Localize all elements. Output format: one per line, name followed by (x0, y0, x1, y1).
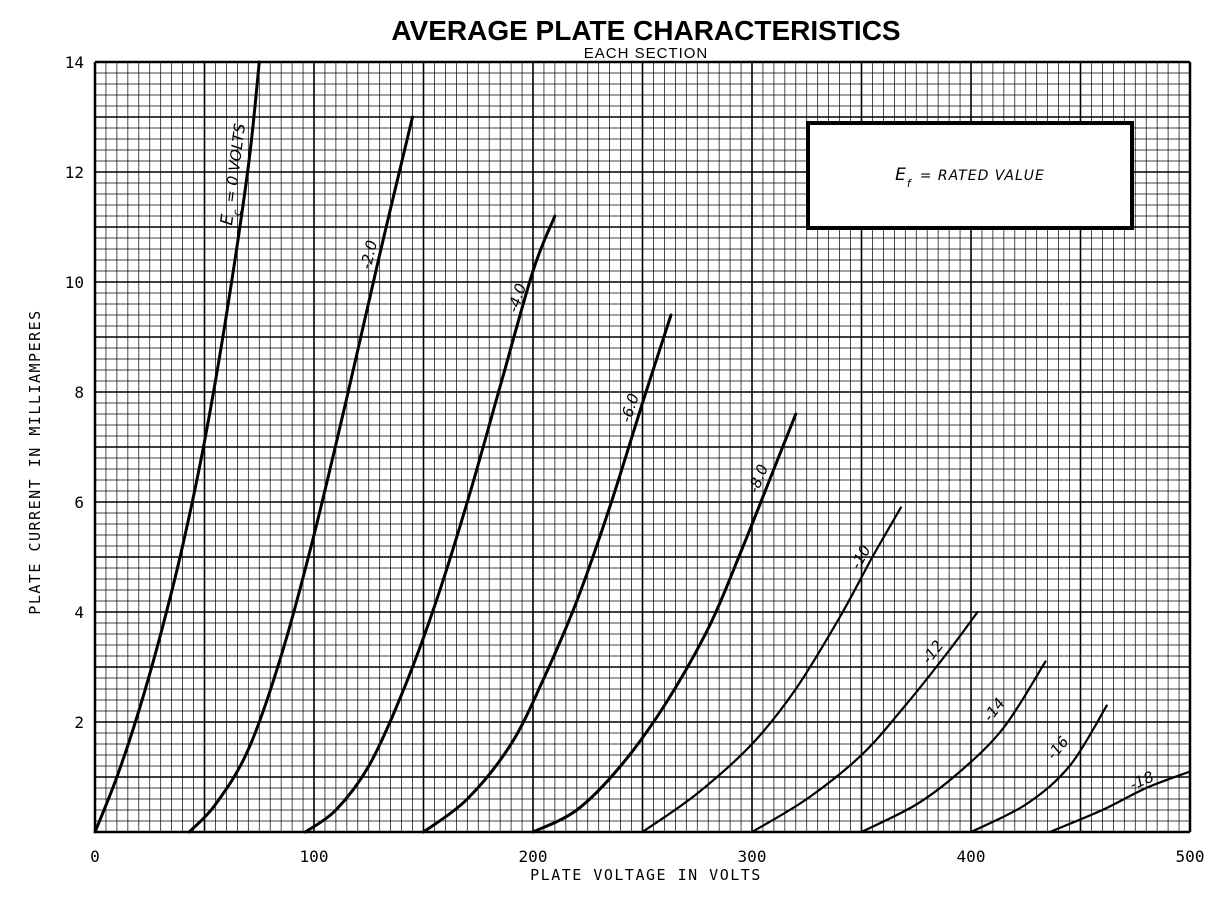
y-tick-label: 8 (74, 383, 84, 402)
chart-title: AVERAGE PLATE CHARACTERISTICS (391, 15, 900, 46)
curve-label-text: -18 (1127, 768, 1157, 794)
chart-subtitle: EACH SECTION (584, 45, 709, 62)
curve-series (750, 610, 979, 834)
chart-grid (93, 60, 1192, 834)
x-tick-label: 400 (957, 847, 986, 866)
y-tick-label: 6 (74, 493, 84, 512)
rated-value-box-frame (806, 121, 1134, 230)
x-tick-label: 100 (300, 847, 329, 866)
y-tick-label: 2 (74, 713, 84, 732)
curve-series (1048, 770, 1192, 834)
curve-label: Ec= 0 VOLTS (217, 122, 255, 227)
x-tick-label: 0 (90, 847, 100, 866)
rated-value-box: Ef = RATED VALUE (806, 121, 1134, 230)
x-tick-label: 500 (1176, 847, 1205, 866)
plate-curves (93, 60, 1192, 834)
curve-label-text: -12 (918, 637, 947, 667)
curve-label: -18 (1127, 768, 1157, 794)
x-axis-label: PLATE VOLTAGE IN VOLTS (530, 866, 762, 884)
x-tick-label: 300 (738, 847, 767, 866)
curve-series (641, 506, 902, 834)
rated-value-text: Ef = RATED VALUE (895, 165, 1045, 190)
axis-ticks: 0 100 200 300 400 500 2 4 6 8 10 12 14 (65, 53, 1205, 866)
y-tick-label: 4 (74, 603, 84, 622)
curve-label-text: -4.0 (504, 281, 530, 314)
y-tick-label: 12 (65, 163, 84, 182)
x-tick-label: 200 (519, 847, 548, 866)
curve-series (93, 60, 261, 834)
curve-label: -8.0 (744, 462, 772, 496)
y-tick-label: 14 (65, 53, 84, 72)
curve-series (303, 214, 557, 834)
curve-series (422, 313, 673, 834)
curve-label-text: -14 (979, 695, 1008, 725)
curve-label-text: Ec= 0 VOLTS (217, 122, 255, 227)
curve-series (531, 412, 798, 834)
curve-label: -4.0 (504, 281, 530, 314)
y-axis-label: PLATE CURRENT IN MILLIAMPERES (26, 309, 44, 614)
curve-series (969, 704, 1108, 834)
curve-series (187, 115, 414, 834)
curve-series (860, 660, 1047, 834)
y-tick-label: 10 (65, 273, 84, 292)
curve-label: -12 (918, 637, 947, 667)
curve-label: -14 (979, 695, 1008, 725)
curve-label-text: -8.0 (744, 462, 772, 496)
